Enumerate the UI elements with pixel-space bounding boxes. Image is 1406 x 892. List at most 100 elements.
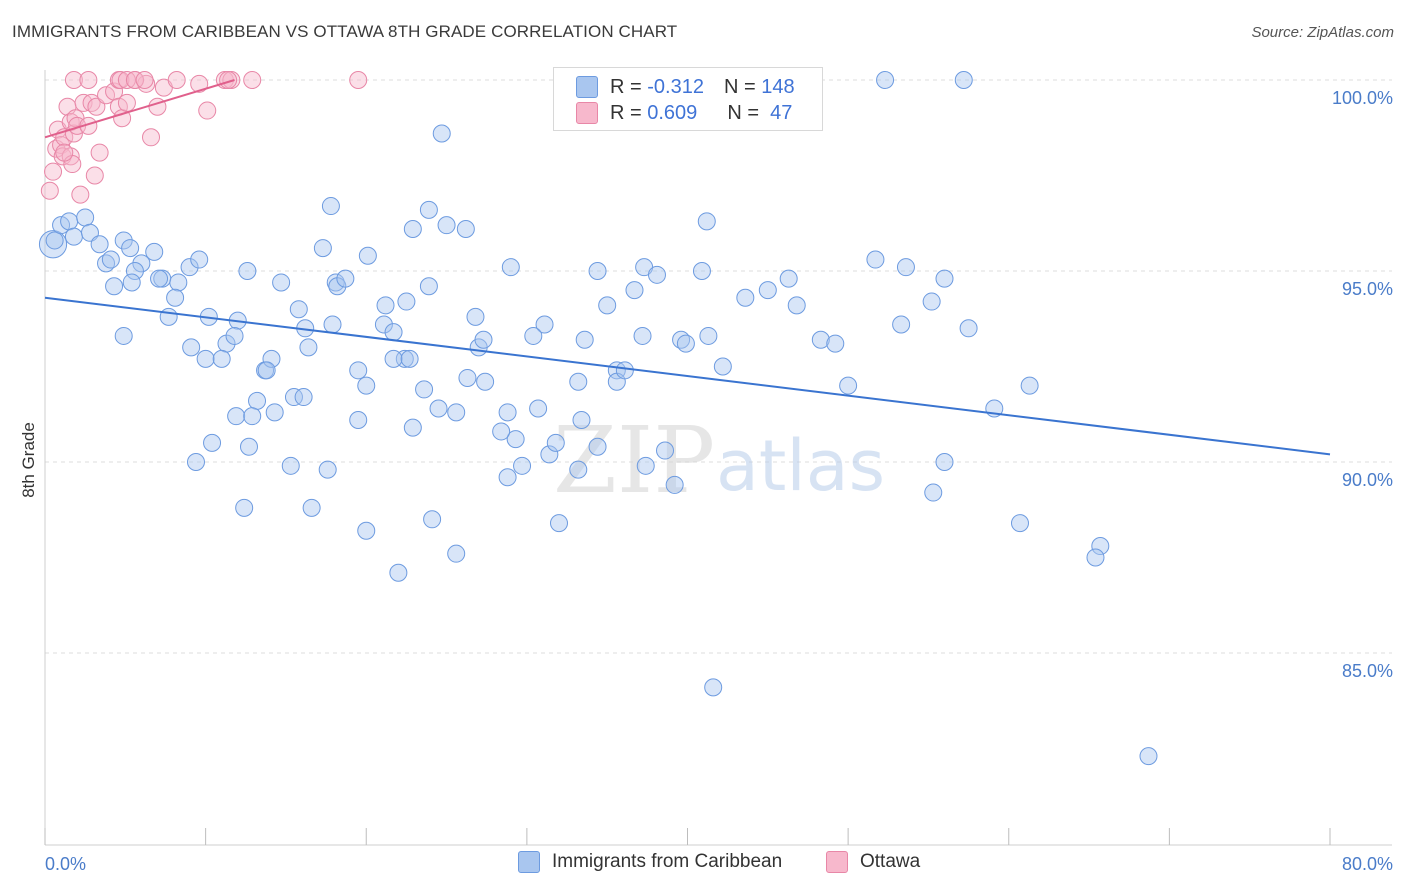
data-point <box>546 433 565 452</box>
data-point <box>572 410 591 429</box>
data-point <box>212 349 231 368</box>
data-point <box>302 498 321 517</box>
data-point <box>101 250 120 269</box>
source-label: Source: ZipAtlas.com <box>1251 24 1394 41</box>
data-point <box>787 296 806 315</box>
data-point <box>423 510 442 529</box>
watermark: ZIP atlas <box>553 407 885 514</box>
data-point <box>190 250 209 269</box>
data-point <box>692 262 711 280</box>
data-point <box>125 71 144 89</box>
bottom-legend-swatch-ottawa <box>826 851 848 873</box>
data-point <box>954 71 973 89</box>
data-point <box>111 71 130 89</box>
data-point <box>1086 548 1105 567</box>
trend-lines <box>44 79 1331 456</box>
data-point <box>235 498 254 517</box>
data-point <box>699 326 718 345</box>
data-point <box>190 74 209 93</box>
data-point <box>150 269 169 288</box>
data-point <box>959 319 978 338</box>
data-point <box>676 334 695 353</box>
data-point <box>243 407 262 426</box>
data-point <box>114 326 133 345</box>
data-point <box>389 563 408 582</box>
data-point <box>535 315 554 334</box>
y-axis-label: 8th Grade <box>19 422 38 498</box>
y-tick-label: 100.0% <box>1332 88 1393 108</box>
trend-line-caribbean <box>44 296 1331 456</box>
data-point <box>145 242 164 261</box>
data-point <box>349 361 368 380</box>
data-point <box>647 265 666 284</box>
data-point <box>569 372 588 391</box>
data-point <box>227 407 246 426</box>
bottom-legend-swatch-caribbean <box>518 851 540 873</box>
data-point <box>196 349 215 368</box>
chart-title: IMMIGRANTS FROM CARIBBEAN VS OTTAWA 8TH … <box>12 22 678 41</box>
data-point <box>87 97 106 116</box>
data-point <box>159 307 178 326</box>
data-point <box>135 71 154 89</box>
data-point <box>437 216 456 235</box>
data-point <box>1091 537 1110 556</box>
bottom-legend-label-ottawa: Ottawa <box>860 851 921 872</box>
data-point <box>79 71 98 89</box>
data-points <box>38 71 1158 766</box>
data-point <box>64 227 83 246</box>
data-point <box>265 403 284 422</box>
data-point <box>492 422 511 441</box>
data-point <box>598 296 617 315</box>
data-point <box>90 235 109 254</box>
data-point <box>400 349 419 368</box>
data-point <box>80 223 99 242</box>
data-point <box>289 300 308 319</box>
y-tick-label: 95.0% <box>1342 279 1393 299</box>
trend-line-ottawa <box>44 79 235 139</box>
data-point <box>403 418 422 437</box>
data-point <box>44 162 63 181</box>
data-point <box>55 143 74 162</box>
data-point <box>284 388 303 407</box>
data-point <box>239 437 258 456</box>
data-point <box>243 71 262 89</box>
data-point <box>349 71 368 89</box>
axes <box>44 70 1392 846</box>
data-point <box>758 281 777 300</box>
watermark-zip: ZIP <box>553 407 715 514</box>
data-point <box>248 391 267 410</box>
data-point <box>121 239 140 258</box>
data-point <box>935 269 954 288</box>
data-point <box>779 269 798 288</box>
data-point <box>876 71 895 89</box>
data-point <box>506 430 525 449</box>
data-point <box>182 338 201 357</box>
data-point <box>892 315 911 334</box>
data-point <box>40 181 59 200</box>
data-point <box>839 376 858 395</box>
data-point <box>419 200 438 219</box>
data-point <box>132 254 151 273</box>
data-point <box>466 307 485 326</box>
data-point <box>501 258 520 277</box>
data-point <box>71 185 90 204</box>
data-point <box>447 403 466 422</box>
data-point <box>90 143 109 162</box>
legend: R = -0.312 N = 148 R = 0.609 N = 47 <box>553 67 823 131</box>
data-point <box>384 349 403 368</box>
data-point <box>376 296 395 315</box>
data-point <box>498 403 517 422</box>
data-point <box>180 258 199 277</box>
data-point <box>432 124 451 143</box>
legend-row-ottawa: R = 0.609 N = 47 <box>576 101 792 125</box>
data-point <box>142 128 161 147</box>
data-point <box>198 101 217 120</box>
legend-row-caribbean: R = -0.312 N = 148 <box>576 75 795 99</box>
data-point <box>238 262 257 280</box>
data-point <box>60 212 79 231</box>
data-point <box>257 361 276 380</box>
data-point <box>299 338 318 357</box>
legend-r-value: 0.609 <box>647 101 698 124</box>
data-point <box>169 273 188 292</box>
